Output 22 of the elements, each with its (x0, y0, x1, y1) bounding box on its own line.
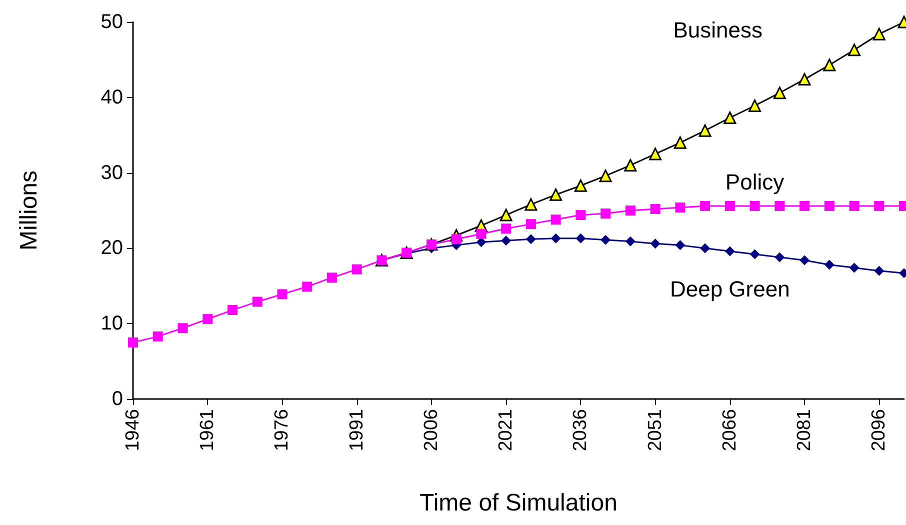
text: Business (673, 17, 763, 42)
x-tick-label: 2051 (644, 409, 666, 452)
x-tick-label: 2081 (794, 409, 816, 452)
x-tick-label: 1991 (346, 409, 368, 452)
y-tick-label: 40 (100, 86, 123, 108)
y-tick-label: 50 (100, 11, 123, 33)
series-label: Deep Green (670, 276, 790, 302)
x-tick-label: 2021 (496, 409, 517, 452)
x-tick-label: 2096 (868, 409, 890, 452)
x-tick-label: 1946 (122, 409, 144, 452)
x-tick-label: 1976 (272, 409, 293, 452)
x-tick-label: 2066 (719, 409, 740, 452)
series-label: Policy (725, 169, 784, 194)
y-tick-label: 10 (100, 312, 123, 335)
x-axis-title: Time of Simulation (420, 490, 618, 516)
x-tick-label: 2036 (570, 409, 592, 452)
y-tick-label: 30 (100, 162, 123, 184)
y-tick-label: 20 (100, 237, 123, 260)
x-tick-label: 1961 (197, 409, 218, 452)
y-axis-title: Millions (16, 170, 42, 251)
x-tick-label: 2006 (420, 409, 442, 452)
y-tick-label: 0 (112, 388, 123, 410)
